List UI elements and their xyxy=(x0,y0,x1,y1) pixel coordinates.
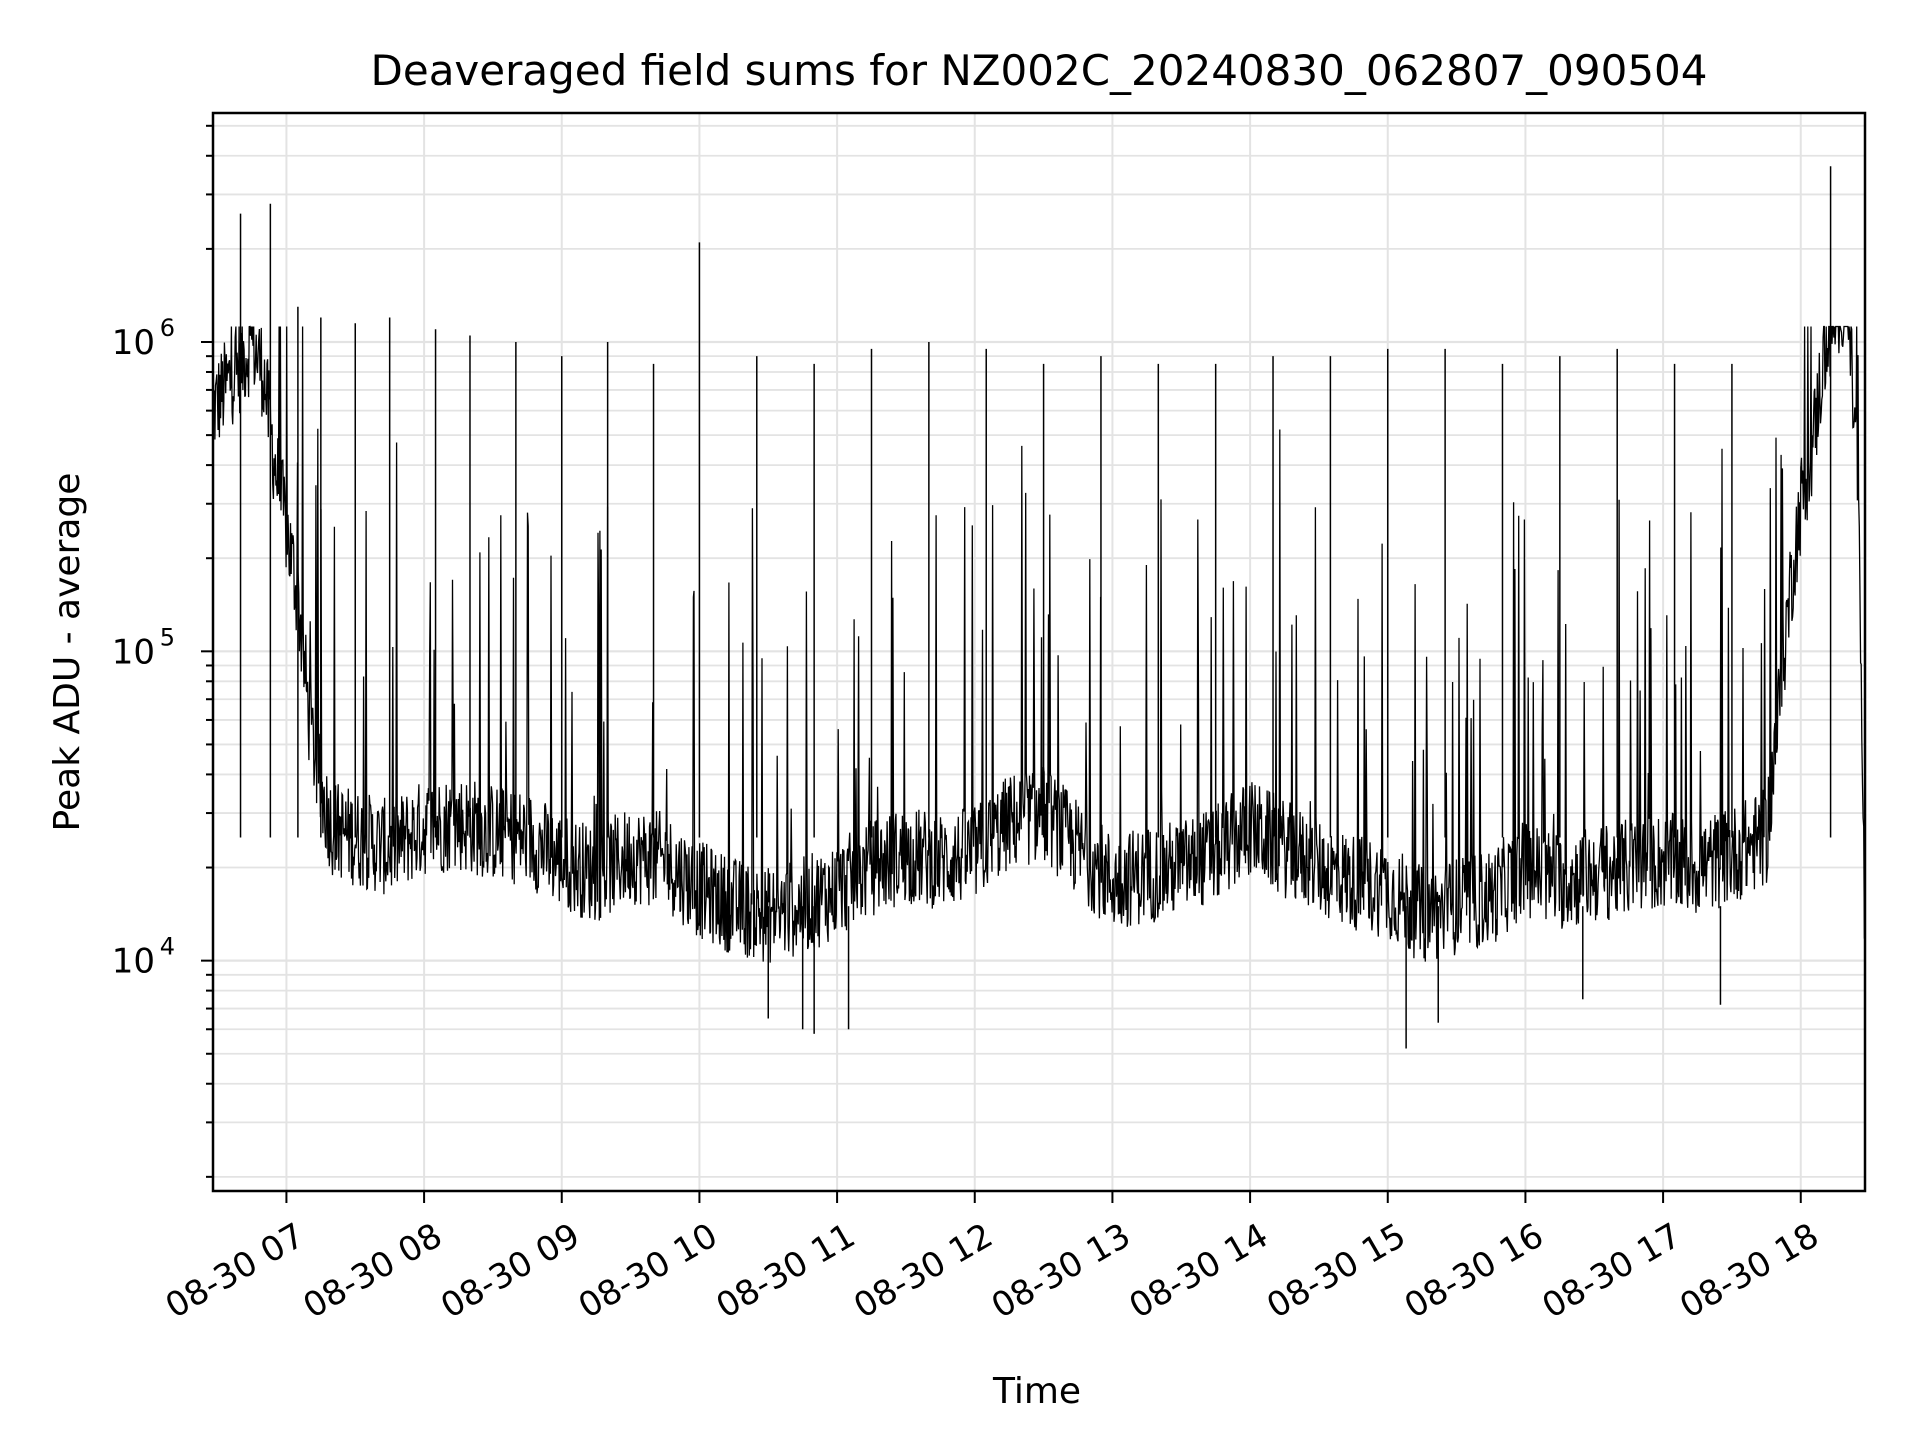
chart-title: Deaveraged field sums for NZ002C_2024083… xyxy=(371,46,1708,95)
y-axis-label: Peak ADU - average xyxy=(47,473,88,832)
series-line xyxy=(212,325,1866,963)
y-tick-exponent: 4 xyxy=(160,933,175,961)
y-tick-exponent: 6 xyxy=(160,314,175,342)
y-tick-label: 10 xyxy=(112,942,155,982)
y-tick-label: 10 xyxy=(112,632,155,672)
y-tick-exponent: 5 xyxy=(160,623,175,651)
x-axis-label: Time xyxy=(992,1371,1081,1412)
y-tick-label: 10 xyxy=(112,323,155,363)
data-layer xyxy=(212,166,1866,1049)
